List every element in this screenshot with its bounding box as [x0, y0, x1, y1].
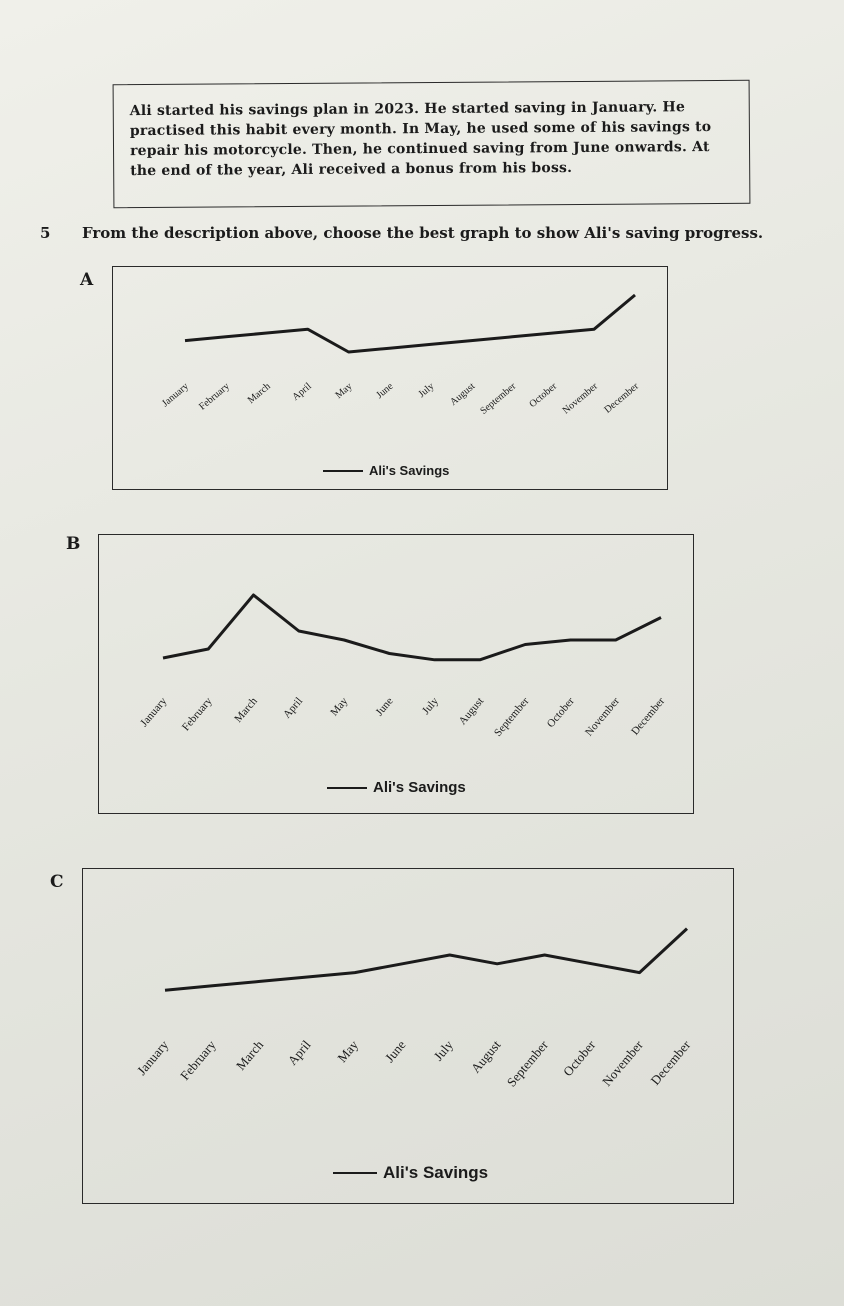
legend-swatch — [333, 1172, 377, 1174]
x-tick-label: February — [177, 1037, 219, 1083]
x-tick-label: December — [602, 380, 641, 415]
x-tick-label: April — [290, 381, 313, 403]
x-tick-label: January — [160, 381, 191, 409]
question: 5 From the description above, choose the … — [40, 224, 820, 242]
graph-c[interactable]: January February March April May June July Augu… — [82, 868, 734, 1204]
chart-svg: January February March April May June July Augu… — [160, 293, 641, 417]
x-tick-label: March — [232, 695, 260, 725]
legend-label: Ali's Savings — [383, 1163, 489, 1182]
legend-swatch — [327, 786, 367, 789]
x-tick-label: November — [583, 695, 622, 739]
savings-series-line — [162, 593, 662, 662]
x-tick-label: May — [334, 1037, 361, 1065]
savings-series-line — [164, 927, 689, 992]
x-tick-label: June — [382, 1037, 409, 1065]
x-tick-label: July — [420, 695, 441, 717]
option-b-label[interactable]: B — [66, 534, 81, 554]
legend-swatch — [323, 469, 363, 472]
x-tick-label: August — [448, 381, 477, 408]
x-tick-label: March — [233, 1037, 267, 1073]
x-tick-label: December — [647, 1037, 693, 1088]
chart-svg: January February March April May June July Augu… — [138, 593, 668, 739]
x-tick-label: October — [527, 380, 559, 410]
x-tick-label: January — [138, 695, 170, 729]
x-tick-label: April — [285, 1037, 314, 1068]
question-text: From the description above, choose the b… — [82, 224, 764, 242]
legend: Ali's Savings — [327, 779, 466, 796]
x-tick-label: May — [333, 381, 354, 401]
x-tick-label: November — [599, 1037, 646, 1089]
x-tick-label: November — [561, 380, 601, 416]
legend: Ali's Savings — [333, 1163, 488, 1183]
graph-a[interactable]: January February March April May June July Augu… — [112, 266, 668, 490]
question-number: 5 — [40, 224, 51, 242]
legend: Ali's Savings — [323, 463, 449, 478]
x-tick-label: September — [478, 380, 518, 416]
x-tick-label: April — [281, 695, 305, 721]
x-tick-label: May — [328, 695, 350, 719]
x-tick-label: August — [468, 1037, 504, 1076]
x-tick-label: October — [545, 695, 577, 730]
x-tick-label: June — [374, 381, 396, 402]
x-tick-label: September — [492, 695, 532, 739]
x-tick-label: July — [431, 1037, 457, 1064]
x-tick-label: September — [504, 1037, 552, 1090]
x-tick-label: August — [457, 695, 487, 727]
x-tick-label: January — [134, 1037, 172, 1078]
passage-box: Ali started his savings plan in 2023. He… — [112, 79, 751, 209]
x-tick-label: July — [417, 381, 437, 400]
x-tick-label: June — [374, 695, 396, 718]
legend-label: Ali's Savings — [373, 779, 466, 796]
x-tick-label: February — [180, 695, 215, 734]
chart-svg: January February March April May June July Augu… — [134, 927, 694, 1090]
legend-label: Ali's Savings — [369, 463, 450, 478]
passage-text: Ali started his savings plan in 2023. He… — [129, 99, 712, 180]
x-tick-label: February — [197, 381, 232, 413]
option-c-label[interactable]: C — [50, 872, 64, 892]
x-tick-label: October — [560, 1037, 599, 1079]
x-tick-label: March — [246, 381, 273, 406]
option-a-label[interactable]: A — [80, 270, 94, 290]
graph-b[interactable]: January February March April May June July Augu… — [98, 534, 694, 814]
x-tick-label: December — [629, 695, 667, 738]
savings-series-line — [184, 293, 636, 354]
